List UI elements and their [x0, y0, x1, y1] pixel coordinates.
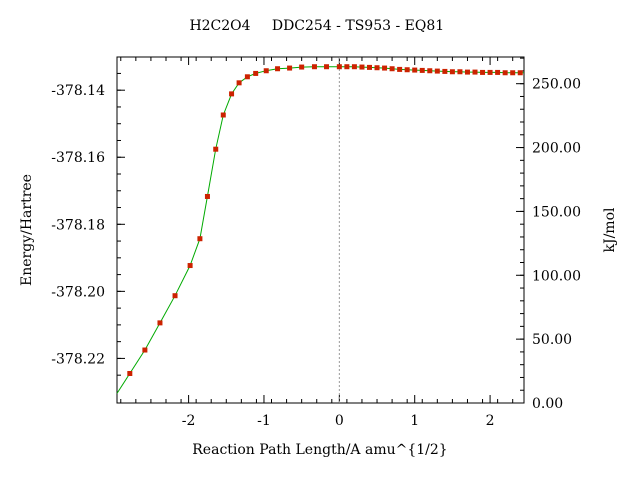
data-point — [457, 69, 463, 75]
y-tick-label: -378.16 — [51, 150, 105, 166]
data-point — [359, 64, 365, 70]
series-markers — [127, 64, 523, 376]
data-point — [275, 66, 281, 72]
data-point — [397, 66, 403, 72]
x-tick-label: 0 — [335, 413, 344, 429]
data-point — [142, 347, 148, 353]
y2-tick-label: 0.00 — [532, 396, 563, 412]
data-point — [299, 64, 305, 70]
y-tick-label: -378.14 — [51, 83, 105, 99]
data-point — [236, 80, 242, 86]
data-point — [382, 65, 388, 71]
data-point — [480, 69, 486, 75]
x-axis-ticks: -2 -1 0 1 2 — [182, 57, 495, 429]
data-point — [204, 193, 210, 199]
data-point — [495, 69, 501, 75]
data-point — [366, 64, 372, 70]
data-point — [311, 64, 317, 70]
data-point — [344, 64, 350, 70]
data-point — [172, 293, 178, 299]
data-point — [412, 67, 418, 73]
y2-tick-label: 100.00 — [532, 268, 581, 284]
data-point — [510, 70, 516, 76]
data-point — [263, 68, 269, 74]
data-point — [374, 65, 380, 71]
data-point — [351, 64, 357, 70]
y-tick-label: -378.18 — [51, 217, 105, 233]
data-point — [404, 67, 410, 73]
y-axis-ticks: -378.14 -378.16 -378.18 -378.20 -378.22 — [51, 83, 125, 367]
data-point — [464, 69, 470, 75]
data-point — [472, 69, 478, 75]
plot-frame — [116, 56, 525, 404]
x-tick-label: 2 — [486, 413, 495, 429]
y-tick-label: -378.20 — [51, 284, 105, 300]
chart-title-formula: H2C2O4 — [189, 18, 250, 34]
series-line — [116, 66, 524, 394]
data-point — [442, 68, 448, 74]
minor-ticks — [117, 57, 524, 403]
data-point — [127, 370, 133, 376]
y2-tick-label: 200.00 — [532, 141, 581, 157]
data-point — [502, 70, 508, 76]
data-point — [419, 67, 425, 73]
y2-axis-label: kJ/mol — [602, 207, 618, 253]
data-point — [434, 68, 440, 74]
y2-tick-label: 150.00 — [532, 204, 581, 220]
x-tick-label: 1 — [410, 413, 419, 429]
data-point — [336, 64, 342, 70]
data-point — [220, 112, 226, 118]
data-point — [187, 263, 193, 269]
y-axis-label: Energy/Hartree — [19, 174, 35, 286]
y2-tick-label: 50.00 — [532, 332, 572, 348]
data-point — [427, 68, 433, 74]
data-point — [287, 65, 293, 71]
x-tick-label: -1 — [257, 413, 271, 429]
data-point — [487, 69, 493, 75]
data-point — [229, 91, 235, 97]
data-point — [157, 320, 163, 326]
data-point — [324, 64, 330, 70]
chart-title-path: DDC254 - TS953 - EQ81 — [272, 18, 444, 34]
y-tick-label: -378.22 — [51, 351, 105, 367]
data-point — [449, 69, 455, 75]
data-point — [197, 236, 203, 242]
y2-tick-label: 250.00 — [532, 77, 581, 93]
y2-axis-ticks: 250.00 200.00 150.00 100.00 50.00 0.00 — [516, 77, 581, 412]
data-point — [389, 66, 395, 72]
data-point — [213, 146, 219, 152]
data-point — [253, 70, 259, 76]
data-point — [517, 70, 523, 76]
x-tick-label: -2 — [182, 413, 196, 429]
data-point — [244, 74, 250, 80]
x-axis-label: Reaction Path Length/A amu^{1/2} — [192, 442, 447, 458]
